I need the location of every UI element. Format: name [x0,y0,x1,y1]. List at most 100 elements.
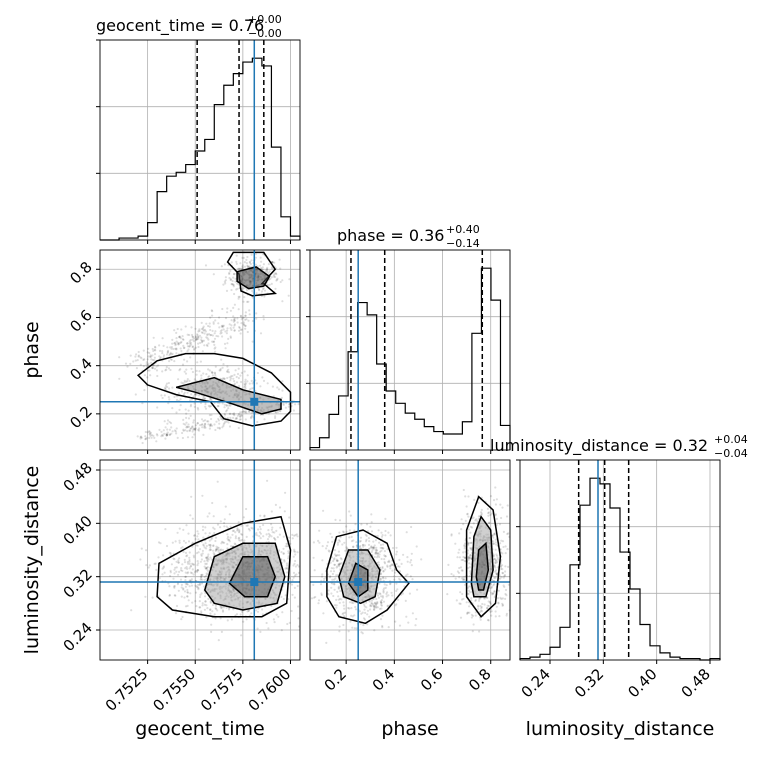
scatter-point [273,272,276,275]
scatter-point [365,538,368,542]
scatter-point [225,410,228,413]
scatter-point [380,557,383,561]
scatter-point [506,504,509,507]
scatter-point [271,267,274,270]
scatter-point [210,623,213,626]
scatter-point [350,535,353,539]
scatter-point [504,570,507,573]
scatter-point [211,329,214,332]
scatter-point [359,544,362,548]
scatter-point [262,318,265,321]
scatter-point [454,542,457,545]
scatter-point [219,367,222,371]
scatter-point [286,567,289,570]
scatter-point [197,588,200,591]
scatter-point [236,529,239,532]
scatter-point [165,384,168,387]
scatter-point [165,544,169,548]
panels: 0.20.40.60.80.75250.75500.75750.76000.24… [60,39,721,715]
scatter-point [129,354,132,357]
scatter-point [383,562,387,565]
scatter-point [463,545,466,548]
scatter-point [161,433,164,436]
scatter-point [182,528,185,532]
scatter-point [259,532,262,535]
scatter-point [162,565,166,568]
scatter-point [191,517,194,520]
scatter-point [327,589,330,592]
scatter-point [375,606,378,609]
scatter-point [194,427,197,430]
scatter-point [373,629,376,632]
scatter-point [229,309,232,312]
scatter-point [297,617,300,620]
scatter-point [274,538,277,541]
scatter-point [165,433,168,436]
scatter-point [486,618,490,622]
scatter-point [331,582,334,585]
scatter-point [218,426,221,429]
scatter-point [163,394,166,397]
scatter-point [284,545,287,548]
scatter-point [161,396,164,400]
scatter-point [348,536,351,539]
scatter-point [456,570,459,573]
scatter-point [398,558,401,562]
scatter-point [178,557,181,560]
scatter-point [295,533,298,536]
scatter-point [341,613,344,616]
scatter-point [382,543,385,546]
scatter-point [240,532,243,536]
scatter-point [385,584,388,587]
scatter-point [173,568,176,571]
scatter-point [459,566,463,569]
scatter-point [384,555,387,558]
scatter-point [335,598,338,602]
scatter-point [211,310,214,313]
scatter-point [367,537,370,540]
scatter-point [262,287,265,290]
scatter-point [380,577,383,581]
panel-frame-geocent-distance [99,459,301,661]
scatter-point [288,621,291,625]
scatter-point [231,533,234,536]
scatter-point [480,508,483,511]
scatter-point [447,563,450,567]
scatter-point [310,597,314,600]
scatter-point [222,423,225,426]
scatter-point [251,382,254,385]
scatter-point [195,585,198,588]
scatter-point [196,569,199,572]
scatter-point [317,602,320,605]
scatter-point [270,535,273,538]
scatter-point [169,571,172,574]
scatter-point [381,596,384,599]
scatter-point [165,432,168,435]
scatter-point [365,534,368,538]
scatter-point [239,332,242,335]
scatter-point [183,358,186,361]
scatter-point [149,431,152,434]
scatter-point [234,531,237,534]
scatter-point [209,543,212,547]
scatter-point [469,554,472,557]
scatter-point [376,600,379,604]
scatter-point [186,345,189,348]
scatter-point [160,435,163,438]
scatter-point [501,564,504,567]
scatter-point [163,571,166,574]
scatter-point [237,283,240,286]
scatter-point [361,544,364,547]
scatter-point [368,615,371,618]
scatter-point [202,543,205,546]
scatter-point [380,535,384,538]
scatter-point [228,425,232,428]
scatter-point [186,583,189,586]
scatter-point [196,564,199,567]
scatter-point [153,348,156,351]
scatter-point [173,329,176,332]
scatter-point [202,536,205,539]
scatter-point [199,560,202,563]
scatter-point [408,592,411,595]
scatter-point [337,563,341,566]
